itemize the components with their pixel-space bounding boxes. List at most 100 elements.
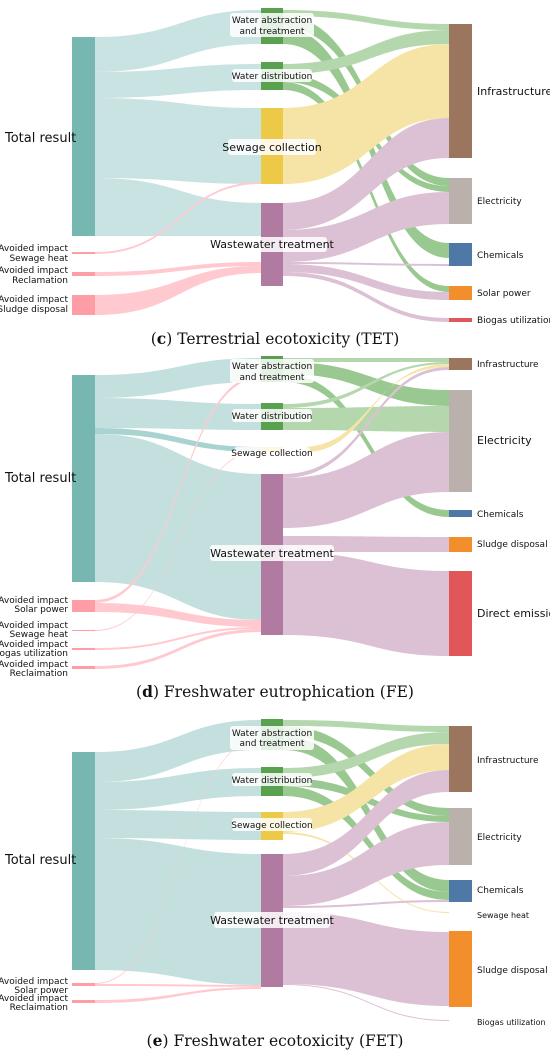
node-chemicals [449, 510, 472, 517]
flow-wa-infra [283, 10, 449, 30]
flow-total-to-water-abstraction [95, 720, 261, 782]
label-biogas: Biogas utilization [477, 1018, 546, 1027]
label-chemicals: Chemicals [477, 251, 524, 261]
flow-ww-infra [283, 118, 449, 230]
flow-ww-direct [283, 552, 449, 656]
node-avoided-sewage-heat [72, 252, 95, 254]
flow-wa-elec [283, 726, 449, 816]
label-sludge-disposal: Sludge disposal [477, 966, 548, 976]
flow-wd-elec [283, 406, 449, 432]
node-infrastructure [449, 358, 472, 370]
label-total-result: Total result [4, 471, 76, 486]
node-total-result [72, 375, 95, 582]
node-solar-power [449, 286, 472, 300]
flow-wd-infra [283, 732, 449, 778]
label-water-distribution: Water distribution [232, 72, 313, 82]
label-sludge-disposal: Sludge disposal [477, 540, 548, 550]
label-avoided-line2: Biogas utilization [0, 649, 68, 659]
flow-wd-infra [283, 30, 449, 74]
label-water-distribution: Water distribution [232, 412, 313, 422]
label-avoided-line1: Avoided impact [0, 660, 68, 670]
label-sewage-collection: Sewage collection [231, 449, 312, 459]
node-electricity [449, 390, 472, 492]
flow-ww-infra [283, 770, 449, 876]
label-wastewater-treatment: Wastewater treatment [210, 914, 334, 927]
label-water-abstraction-line2: and treatment [240, 373, 305, 383]
node-sludge-disposal [449, 537, 472, 552]
label-water-abstraction-line2: and treatment [240, 739, 305, 749]
flow-total-to-sewage-collection [95, 98, 261, 184]
flow-ww-elec [283, 822, 449, 906]
node-biogas [449, 318, 472, 322]
label-electricity: Electricity [477, 434, 532, 447]
label-water-abstraction: Water abstraction [232, 16, 312, 26]
label-water-distribution: Water distribution [232, 776, 313, 786]
label-sewage-collection: Sewage collection [222, 141, 322, 154]
label-avoided-line2: Sewage heat [9, 630, 68, 640]
flow-wa-infra [283, 358, 449, 362]
label-sewage-collection: Sewage collection [231, 821, 312, 831]
label-infrastructure: Infrastructure [477, 85, 550, 98]
node-infrastructure [449, 726, 472, 792]
node-direct-emission [449, 571, 472, 656]
flow-avoided-reclamation [95, 987, 261, 1003]
label-infrastructure: Infrastructure [477, 756, 539, 766]
label-avoided-line1: Avoided impact [0, 266, 68, 276]
caption-e: (e) Freshwater ecotoxicity (FET) [147, 1031, 404, 1050]
flow-wa-elec [283, 362, 449, 406]
flow-ww-sludge [283, 912, 449, 1006]
label-biogas: Biogas utilization [477, 316, 550, 326]
label-sewage-heat: Sewage heat [477, 911, 529, 920]
flow-wa-infra [283, 720, 449, 732]
flow-total-to-water-distribution [95, 398, 261, 430]
node-electricity [449, 808, 472, 865]
node-avoided-reclamation [72, 272, 95, 276]
flow-total-to-wastewater [95, 178, 261, 236]
flow-avoided-solar-2 [95, 603, 261, 627]
flow-avoided-solar-2 [95, 984, 261, 987]
label-total-result: Total result [4, 131, 76, 146]
label-avoided-line2: Reclaimation [10, 669, 68, 679]
label-avoided-line1: Avoided impact [0, 244, 68, 254]
label-avoided-line2: Reclaimation [10, 1003, 68, 1013]
label-electricity: Electricity [477, 197, 522, 207]
label-direct-emission: Direct emission [477, 607, 550, 620]
flow-total-to-sewage-collection [95, 428, 261, 452]
label-wastewater-treatment: Wastewater treatment [210, 547, 334, 560]
node-chemicals [449, 880, 472, 902]
caption-c: (c) Terrestrial ecotoxicity (TET) [151, 329, 400, 348]
label-water-abstraction: Water abstraction [232, 729, 312, 739]
label-chemicals: Chemicals [477, 510, 524, 520]
flow-ww-solar [283, 264, 449, 300]
label-avoided-line2: Solar power [14, 605, 68, 615]
label-avoided-line1: Avoided impact [0, 640, 68, 650]
node-total-result [72, 37, 95, 236]
node-avoided-reclamation [72, 1000, 95, 1003]
flow-ww-chem [283, 900, 449, 908]
label-electricity: Electricity [477, 833, 522, 843]
label-avoided-line1: Avoided impact [0, 295, 68, 305]
node-avoided-solar [72, 600, 95, 612]
panel-e: Total result Avoided impact Solar power … [0, 719, 548, 1050]
label-total-result: Total result [4, 853, 76, 868]
label-avoided-line2: Sludge disposal [0, 305, 68, 315]
node-avoided-sewage-heat [72, 630, 95, 631]
label-solar-power: Solar power [477, 289, 531, 299]
label-avoided-line2: Solar power [14, 986, 68, 996]
flow-avoided-biogas [95, 627, 261, 650]
flow-total-to-sewage-collection [95, 810, 261, 840]
label-water-abstraction-line2: and treatment [240, 27, 305, 37]
flow-avoided-reclamation [95, 629, 261, 669]
label-avoided-line1: Avoided impact [0, 621, 68, 631]
label-water-abstraction: Water abstraction [232, 362, 312, 372]
flow-total-to-water-abstraction [95, 10, 261, 72]
node-total-result [72, 752, 95, 970]
flow-avoided-sludge [95, 266, 261, 315]
flow-sc-infra [283, 744, 449, 832]
node-sludge-disposal [449, 931, 472, 1007]
flow-total-to-water-distribution [95, 64, 261, 98]
flow-total-to-water-distribution [95, 768, 261, 810]
panel-c: Total result Avoided impact Sewage heat … [0, 8, 550, 348]
flow-wd-infra [283, 362, 449, 408]
caption-d: (d) Freshwater eutrophication (FE) [136, 682, 414, 701]
